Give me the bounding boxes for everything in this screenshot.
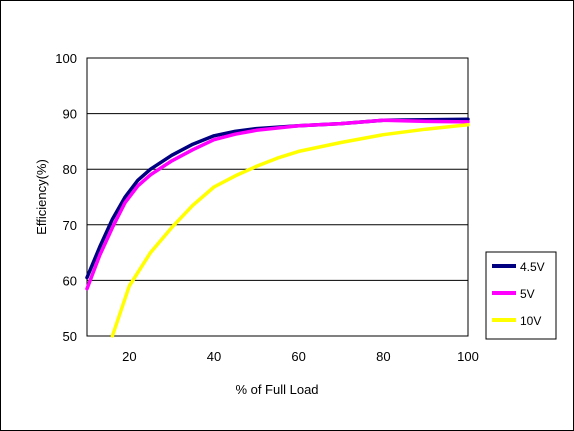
- x-tick-label: 100: [457, 349, 479, 364]
- x-tick-label: 60: [291, 349, 305, 364]
- y-tick-label: 90: [63, 107, 77, 122]
- x-tick-label: 80: [376, 349, 390, 364]
- series-lines: [85, 117, 470, 338]
- x-tick-label: 40: [207, 349, 221, 364]
- x-tick-label: 20: [122, 349, 136, 364]
- y-tick-labels: 50 60 70 80 90 100: [55, 51, 77, 344]
- y-tick-label: 80: [63, 162, 77, 177]
- y-tick-label: 60: [63, 273, 77, 288]
- y-tick-label: 70: [63, 218, 77, 233]
- legend-label: 10V: [520, 314, 541, 328]
- legend: 4.5V 5V 10V: [485, 251, 557, 340]
- legend-label: 4.5V: [520, 260, 545, 274]
- y-tick-label: 100: [55, 51, 77, 66]
- y-tick-label: 50: [63, 329, 77, 344]
- plot-area: [86, 57, 469, 337]
- x-axis-label: % of Full Load: [235, 382, 318, 397]
- series-line-5v: [85, 118, 470, 291]
- series-line-10v: [110, 122, 470, 338]
- y-axis-label: Efficiency(%): [34, 159, 49, 235]
- x-tick-labels: 20 40 60 80 100: [122, 349, 479, 364]
- legend-label: 5V: [520, 287, 535, 301]
